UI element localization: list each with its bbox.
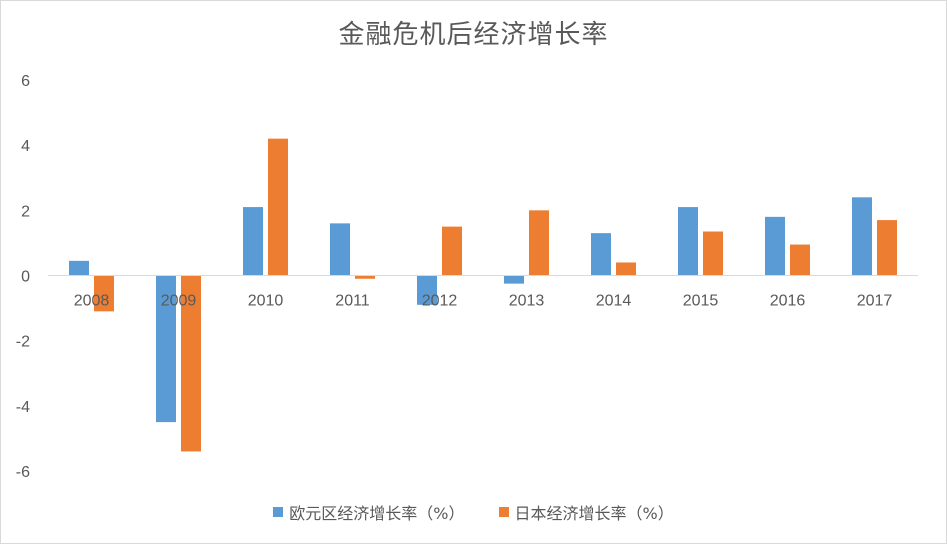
- bar-eurozone-2013: [504, 275, 524, 284]
- bar-eurozone-2014: [591, 233, 611, 276]
- x-tick-label: 2011: [335, 293, 370, 310]
- bar-eurozone-2009: [156, 275, 176, 423]
- bar-japan-2013: [529, 210, 549, 276]
- y-tick-label: -4: [16, 399, 30, 416]
- bar-japan-2010: [268, 138, 288, 276]
- bar-japan-2008: [94, 275, 114, 312]
- bar-eurozone-2016: [765, 216, 785, 276]
- bar-eurozone-2012: [417, 275, 437, 305]
- x-tick-label: 2016: [770, 293, 806, 310]
- y-tick-label: 2: [21, 203, 30, 220]
- x-tick-label: 2014: [596, 293, 632, 310]
- y-tick-label: 6: [21, 73, 30, 90]
- y-tick-label: -2: [16, 334, 30, 351]
- bar-eurozone-2008: [69, 260, 89, 276]
- x-tick-label: 2013: [509, 293, 545, 310]
- bar-japan-2009: [181, 275, 201, 452]
- chart-title: 金融危机后经济增长率: [338, 20, 609, 50]
- y-tick-label: -6: [16, 464, 30, 481]
- bar-eurozone-2017: [852, 197, 872, 276]
- legend-swatch-japan: [498, 507, 509, 517]
- x-tick-label: 2015: [683, 293, 719, 310]
- x-tick-label: 2008: [74, 293, 110, 310]
- bar-eurozone-2015: [678, 207, 698, 276]
- legend: 欧元区经济增长率（%） 日本经济增长率（%）: [0, 500, 947, 524]
- bar-eurozone-2011: [330, 223, 350, 276]
- y-tick-label: 0: [21, 269, 30, 286]
- bar-japan-2011: [355, 275, 375, 279]
- legend-label-japan: 日本经济增长率（%）: [514, 504, 674, 523]
- x-tick-label: 2009: [161, 293, 197, 310]
- x-tick-label: 2010: [248, 293, 284, 310]
- y-tick-label: 4: [21, 138, 30, 155]
- bar-japan-2014: [616, 262, 636, 276]
- bar-japan-2017: [877, 220, 897, 276]
- bar-japan-2016: [790, 244, 810, 276]
- x-tick-label: 2017: [857, 293, 893, 310]
- bar-eurozone-2010: [243, 207, 263, 276]
- legend-swatch-eurozone: [273, 507, 284, 517]
- x-tick-label: 2012: [422, 293, 458, 310]
- legend-item-eurozone: 欧元区经济增长率（%）: [273, 500, 465, 524]
- legend-label-eurozone: 欧元区经济增长率（%）: [289, 504, 465, 523]
- bar-japan-2012: [442, 226, 462, 276]
- legend-item-japan: 日本经济增长率（%）: [498, 500, 674, 524]
- bar-japan-2015: [703, 231, 723, 276]
